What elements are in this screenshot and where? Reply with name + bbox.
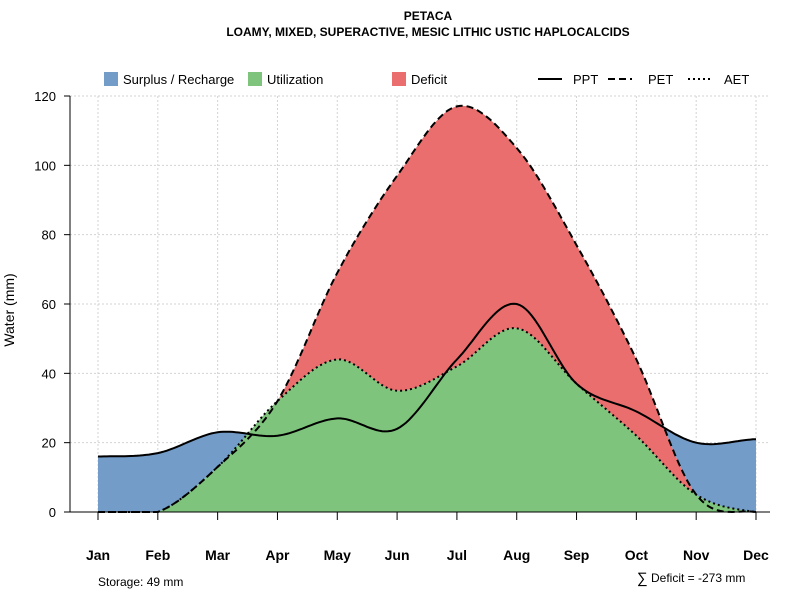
deficit-area [98, 105, 756, 513]
chart-title: PETACA [404, 9, 453, 23]
legend-label-deficit: Deficit [411, 72, 448, 87]
x-tick-label: Apr [265, 547, 290, 563]
series-lines [98, 104, 757, 514]
x-tick-label: Oct [625, 547, 649, 563]
y-tick-label: 40 [42, 366, 56, 381]
legend-swatch-utilization [248, 72, 262, 86]
x-tick-label: Jul [447, 547, 467, 563]
y-tick-label: 100 [34, 158, 56, 173]
x-tick-label: Sep [564, 547, 590, 563]
legend-label-ppt: PPT [573, 72, 598, 87]
x-tick-label: Aug [503, 547, 530, 563]
storage-annotation: Storage: 49 mm [98, 575, 183, 589]
legend-label-aet: AET [724, 72, 749, 87]
y-tick-label: 80 [42, 228, 56, 243]
y-tick-label: 120 [34, 89, 56, 104]
deficit-annotation: Deficit = -273 mm [651, 571, 745, 585]
series-line-aet [98, 327, 757, 513]
x-tick-label: Jan [86, 547, 110, 563]
area-fills [98, 105, 756, 513]
legend-label-utilization: Utilization [267, 72, 323, 87]
legend-label-pet: PET [648, 72, 673, 87]
surplus-recharge-area [98, 105, 756, 513]
y-tick-label: 20 [42, 436, 56, 451]
series-line-ppt [98, 302, 757, 458]
axes: 0 20 40 60 80 100 120 Jan Feb Mar Apr May Jun Jul Aug S… [34, 89, 770, 563]
chart-subtitle: LOAMY, MIXED, SUPERACTIVE, MESIC LITHIC … [226, 25, 629, 39]
x-tick-label: Feb [145, 547, 170, 563]
legend-swatch-surplus [104, 72, 118, 86]
y-axis-label: Water (mm) [1, 273, 17, 346]
legend-swatch-deficit [392, 72, 406, 86]
x-tick-label: Dec [743, 547, 769, 563]
x-tick-label: Mar [205, 547, 230, 563]
legend: Surplus / Recharge Utilization Deficit P… [104, 72, 749, 87]
utilization-area [98, 328, 756, 512]
deficit-sum-symbol: ∑ [637, 570, 648, 587]
x-tick-label: May [324, 547, 351, 563]
x-tick-label: Jun [385, 547, 410, 563]
y-tick-label: 0 [49, 505, 56, 520]
legend-label-surplus: Surplus / Recharge [123, 72, 234, 87]
y-tick-label: 60 [42, 297, 56, 312]
x-tick-label: Nov [683, 547, 710, 563]
